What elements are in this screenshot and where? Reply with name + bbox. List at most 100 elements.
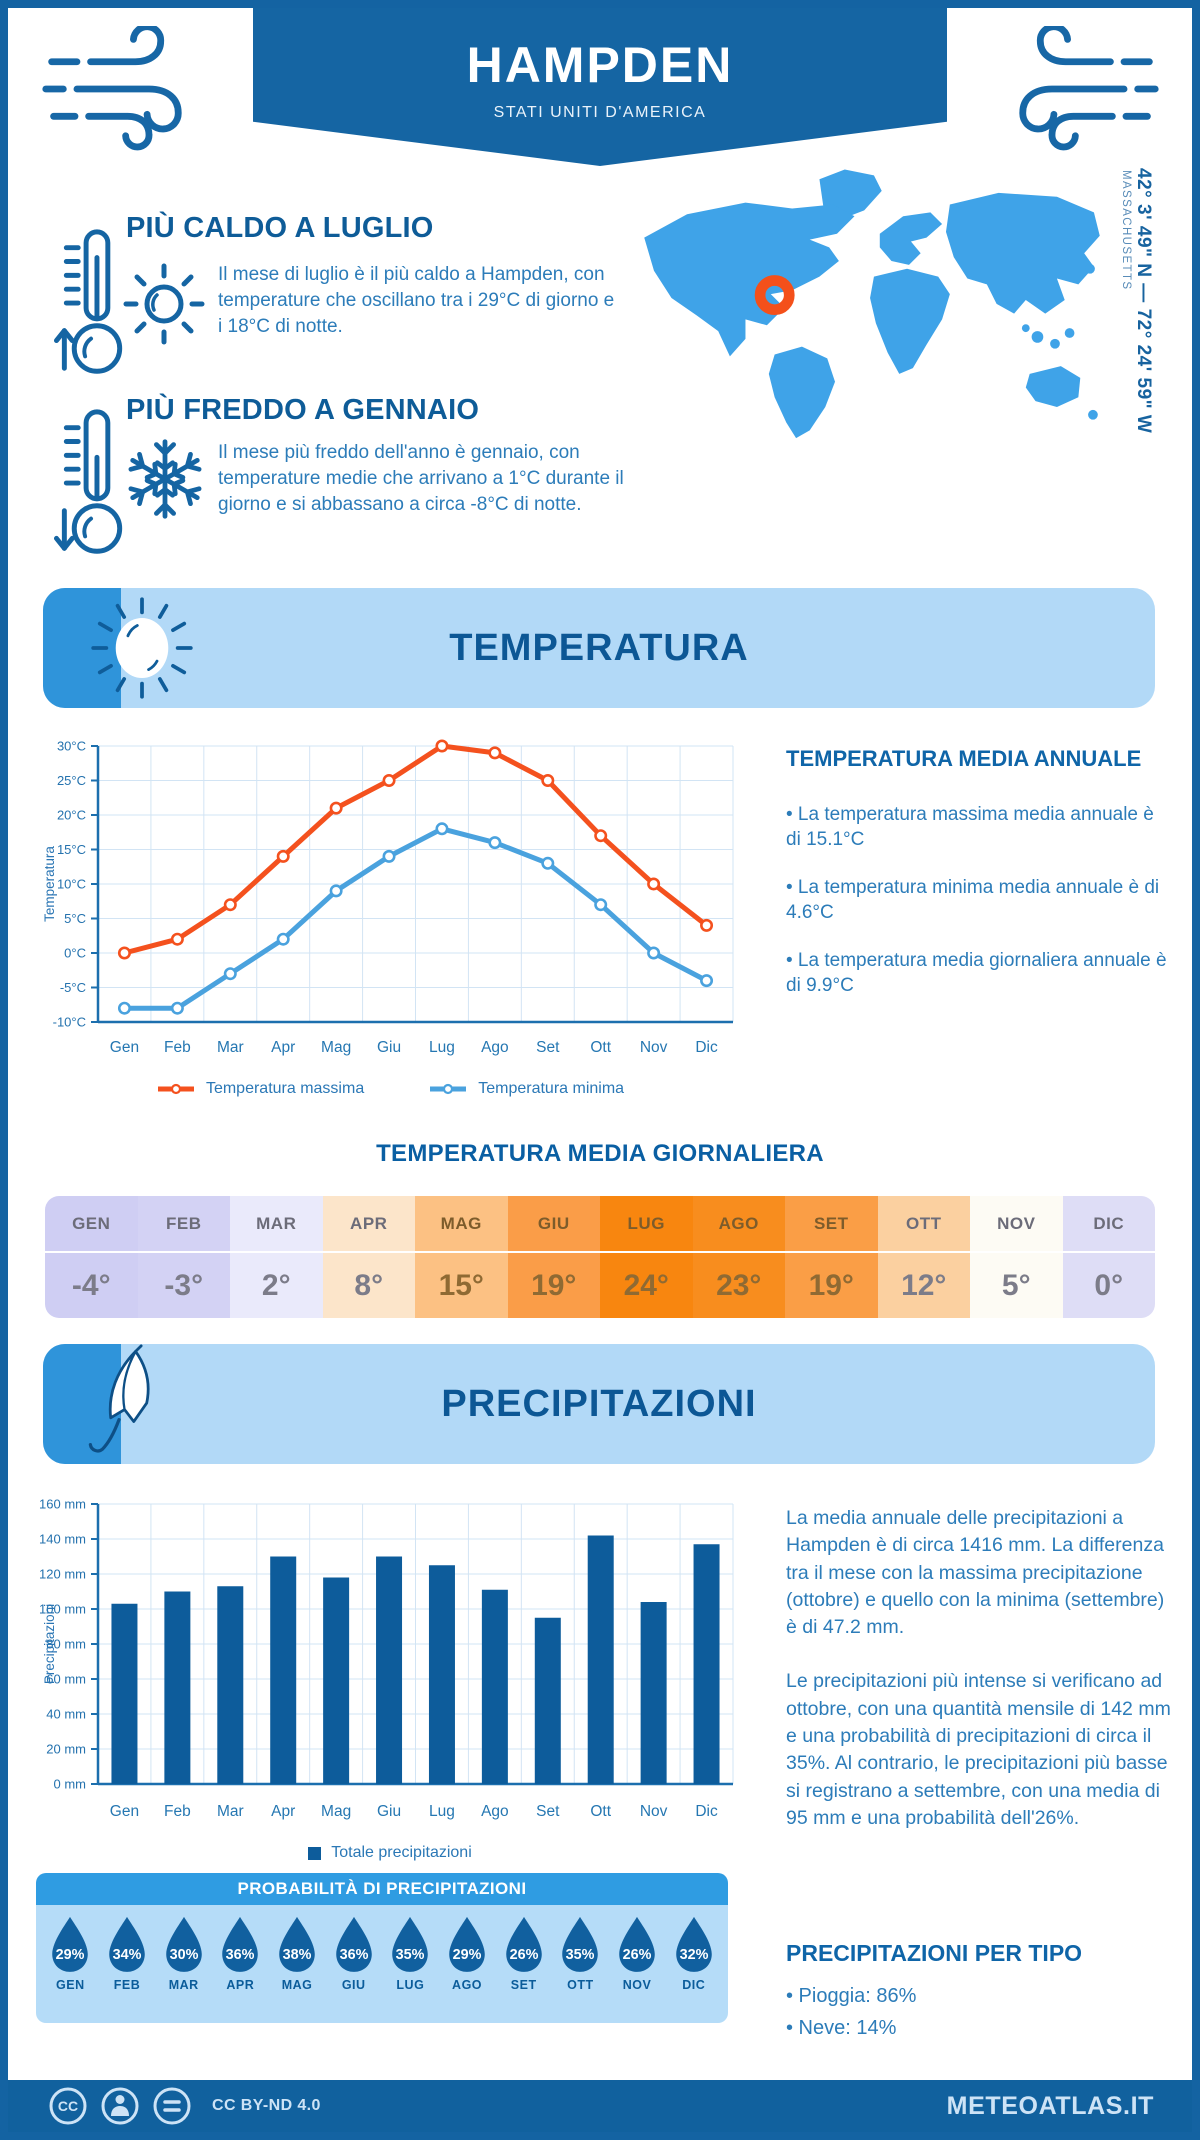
precipitation-type-item: • Neve: 14% [786, 2017, 897, 2039]
svg-text:32%: 32% [679, 1947, 708, 1963]
drop-month-label: APR [226, 1978, 255, 1992]
month-cell: LUG 24° [600, 1196, 693, 1318]
month-cell-value: 12° [901, 1268, 947, 1302]
wind-icon [42, 26, 182, 151]
svg-text:Gen: Gen [110, 1803, 139, 1820]
max-line-swatch [157, 1083, 194, 1095]
annual-temperature-bullets: • La temperatura massima media annuale è… [786, 802, 1172, 1021]
snowflake-icon [122, 439, 208, 519]
probability-drop: 36% GIU [325, 1914, 382, 2023]
month-cell-value: 8° [354, 1268, 384, 1302]
svg-text:35%: 35% [396, 1947, 425, 1963]
header-banner: HAMPDEN STATI UNITI D'AMERICA [253, 8, 947, 166]
month-cell: MAG 15° [415, 1196, 508, 1318]
month-cell-value: -3° [164, 1268, 204, 1302]
raindrop-icon: 34% [109, 1916, 145, 1972]
month-cell-name: OTT [877, 1196, 970, 1253]
probability-drop: 26% SET [495, 1914, 552, 2023]
svg-text:35%: 35% [566, 1947, 595, 1963]
svg-text:29%: 29% [453, 1947, 482, 1963]
svg-text:CC: CC [58, 2098, 78, 2114]
probability-drops: 29% GEN 34% FEB 30% MAR 36% APR 38% MAG 36% GIU 35% L… [36, 1905, 728, 2023]
drop-month-label: AGO [452, 1978, 483, 1992]
month-cell-value: 15° [438, 1268, 484, 1302]
svg-text:120 mm: 120 mm [39, 1567, 86, 1582]
precipitation-paragraph: Le precipitazioni più intense si verific… [786, 1670, 1171, 1829]
probability-drop: 29% AGO [439, 1914, 496, 2023]
svg-text:34%: 34% [113, 1947, 142, 1963]
precipitation-text: La media annuale delle precipitazioni a … [786, 1505, 1178, 1859]
svg-text:36%: 36% [226, 1947, 255, 1963]
bar-swatch [308, 1846, 322, 1860]
month-cell-name: MAG [415, 1196, 508, 1253]
month-cell-value: 19° [808, 1268, 854, 1302]
precipitation-bar-chart: 160 mm 140 mm 120 mm 100 mm 80 mm 60 mm 40 mm 2… [39, 1497, 734, 1820]
month-cell-value: -4° [71, 1268, 111, 1302]
precipitation-section-banner: PRECIPITAZIONI [43, 1344, 1155, 1464]
month-cell-value: 2° [261, 1268, 291, 1302]
svg-text:Gen: Gen [110, 1039, 139, 1056]
svg-text:80 mm: 80 mm [46, 1637, 86, 1652]
drop-month-label: LUG [396, 1978, 425, 1992]
svg-text:Ott: Ott [590, 1039, 611, 1056]
legend-item-total: Totale precipitazioni [308, 1844, 472, 1862]
annual-bullet: • La temperatura minima media annuale è … [786, 877, 1160, 924]
svg-text:Temperatura: Temperatura [42, 846, 57, 922]
raindrop-icon: 26% [505, 1916, 542, 1972]
svg-text:Feb: Feb [164, 1803, 191, 1820]
month-cell-value: 5° [1001, 1268, 1031, 1302]
svg-text:26%: 26% [623, 1947, 652, 1963]
legend-item-min: Temperatura minima [428, 1080, 624, 1098]
legend-item-max: Temperatura massima [156, 1080, 364, 1098]
min-line-swatch [430, 1083, 467, 1095]
svg-text:26%: 26% [509, 1947, 538, 1963]
svg-text:Mag: Mag [321, 1039, 351, 1056]
svg-text:30%: 30% [169, 1947, 198, 1963]
cold-month-text: Il mese più freddo dell'anno è gennaio, … [218, 442, 624, 516]
svg-text:Nov: Nov [640, 1039, 668, 1056]
raindrop-icon: 30% [165, 1916, 202, 1972]
month-cell: SET 19° [785, 1196, 878, 1318]
raindrop-icon: 32% [675, 1916, 712, 1972]
wind-icon [1019, 26, 1159, 151]
month-cell-name: GEN [45, 1196, 138, 1253]
month-cell: FEB -3° [137, 1196, 230, 1318]
page-title: HAMPDEN [466, 37, 734, 93]
probability-drop: 38% MAG [269, 1914, 326, 2023]
footer-bar: CC CC BY-ND 4.0 METEOATLAS.IT [8, 2080, 1192, 2132]
drop-month-label: GIU [341, 1978, 366, 1992]
month-cell-name: MAR [230, 1196, 323, 1253]
precipitation-types-title: PRECIPITAZIONI PER TIPO [786, 1940, 1083, 1966]
svg-text:25°C: 25°C [57, 773, 86, 788]
sun-icon [123, 263, 205, 345]
svg-text:5°C: 5°C [64, 911, 86, 926]
month-cell-name: FEB [137, 1196, 230, 1253]
svg-text:Dic: Dic [695, 1803, 718, 1820]
thermometer-hot-icon [53, 229, 123, 374]
svg-text:40 mm: 40 mm [46, 1707, 86, 1722]
drop-month-label: OTT [567, 1978, 594, 1992]
svg-text:Ago: Ago [481, 1039, 509, 1056]
daily-average-title: TEMPERATURA MEDIA GIORNALIERA [376, 1140, 824, 1167]
precipitation-types-list: • Pioggia: 86% • Neve: 14% [786, 1980, 916, 2044]
legend-min-label: Temperatura minima [478, 1080, 625, 1097]
raindrop-icon: 36% [335, 1916, 372, 1972]
site-name: METEOATLAS.IT [946, 2091, 1154, 2120]
month-cell: AGO 23° [692, 1196, 785, 1318]
probability-title: PROBABILITÀ DI PRECIPITAZIONI [36, 1873, 728, 1905]
svg-text:Ott: Ott [590, 1803, 611, 1820]
legend-total-label: Totale precipitazioni [331, 1844, 472, 1861]
warm-month-title: PIÙ CALDO A LUGLIO [126, 212, 434, 244]
svg-text:Set: Set [536, 1803, 560, 1820]
month-cell-name: SET [785, 1196, 878, 1253]
month-cell-name: DIC [1062, 1196, 1155, 1253]
region-text: MASSACHUSETTS [1120, 170, 1132, 291]
svg-text:Mag: Mag [321, 1803, 351, 1820]
raindrop-icon: 35% [392, 1916, 429, 1972]
month-cell-name: LUG [600, 1196, 693, 1253]
svg-text:Mar: Mar [217, 1039, 244, 1056]
svg-text:140 mm: 140 mm [39, 1532, 86, 1547]
sun-banner-icon [91, 597, 193, 699]
svg-text:0 mm: 0 mm [54, 1777, 87, 1792]
probability-drop: 29% GEN [42, 1914, 99, 2023]
